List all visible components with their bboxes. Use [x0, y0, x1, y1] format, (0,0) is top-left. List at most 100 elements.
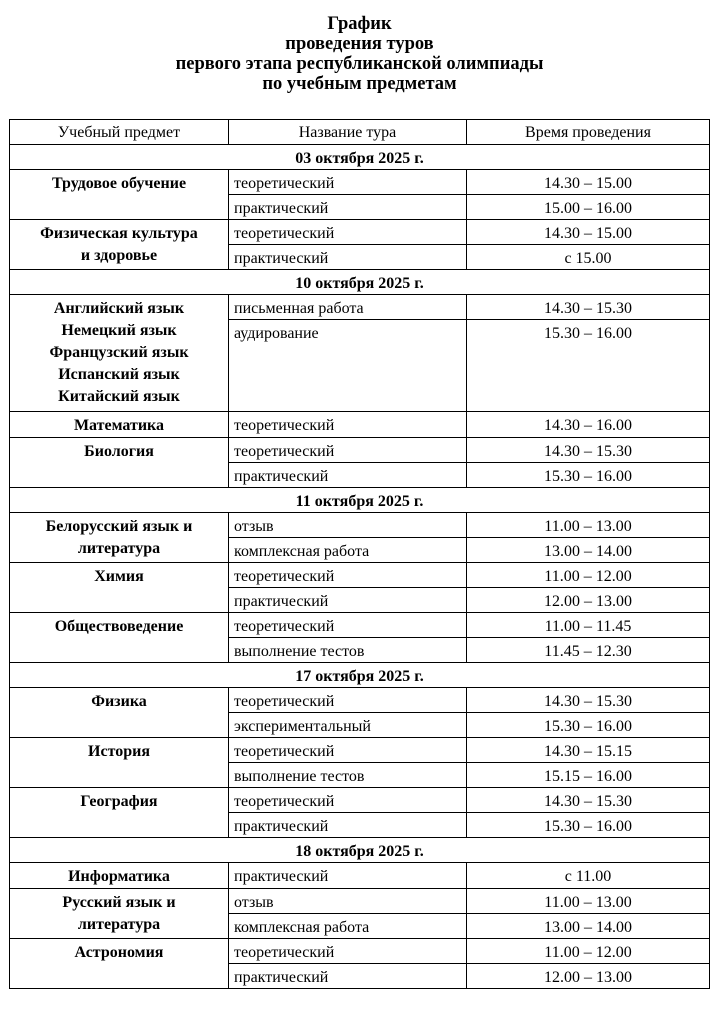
table-row: Физика теоретический 14.30 – 15.30: [9, 687, 710, 738]
round-time-cell: 15.15 – 16.00: [466, 762, 710, 788]
table-row: Физическая культура и здоровье теоретическ…: [9, 219, 710, 270]
table-row: Русский язык и литература отзыв 11.00 – 13.…: [9, 888, 710, 939]
header-time: Время проведения: [466, 119, 710, 145]
subject-name-line: литература: [77, 916, 161, 933]
table-row: Астрономия теоретический 11.00 – 12.00: [9, 938, 710, 989]
subject-name-line: Математика: [73, 417, 165, 434]
table-row: Химия теоретический 11.00 – 12.00: [9, 562, 710, 613]
round-time-cell: 13.00 – 14.00: [466, 537, 710, 563]
round-name-cell: аудирование: [228, 319, 467, 412]
round-time-cell: 15.30 – 16.00: [466, 319, 710, 412]
round-time-cell: 11.00 – 11.45: [466, 612, 710, 638]
round-time-cell: 14.30 – 15.00: [466, 169, 710, 195]
table-row: История теоретический 14.30 – 15.15: [9, 737, 710, 788]
date-row: 03 октября 2025 г.: [9, 144, 710, 170]
round-name-cell: практический: [228, 244, 467, 270]
subject-name-line: Обществоведение: [54, 618, 184, 635]
table-row: комплексная работа 13.00 – 14.00: [10, 537, 710, 563]
round-name-cell: теоретический: [228, 411, 467, 438]
table-row: практический с 15.00: [10, 244, 710, 270]
table-row: практический 15.30 – 16.00: [10, 462, 710, 488]
round-name-cell: практический: [228, 963, 467, 989]
subject-cell: Математика: [9, 411, 229, 438]
subject-name-line: Биология: [84, 443, 154, 460]
subject-cell: Физическая культура и здоровье: [9, 219, 229, 270]
subject-cell: География: [9, 787, 229, 838]
table-row: Английский язык Немецкий язык Французский …: [9, 294, 710, 412]
title-line: по учебным предметам: [262, 74, 457, 94]
table-row: География теоретический 14.30 – 15.30: [9, 787, 710, 838]
round-name-cell: практический: [228, 812, 467, 838]
round-time-cell: 11.00 – 12.00: [466, 562, 710, 588]
round-time-cell: 14.30 – 15.30: [466, 437, 710, 463]
date-cell: 11 октября 2025 г.: [9, 487, 710, 513]
subject-cell: Физика: [9, 687, 229, 738]
round-name-cell: отзыв: [228, 512, 467, 538]
round-name-cell: практический: [228, 862, 467, 889]
subject-cell: Английский язык Немецкий язык Французский …: [9, 294, 229, 412]
round-name-cell: экспериментальный: [228, 712, 467, 738]
date-cell: 18 октября 2025 г.: [9, 837, 710, 863]
subject-cell: Биология: [9, 437, 229, 488]
round-name-cell: теоретический: [228, 737, 467, 763]
subject-cell: Белорусский язык и литература: [9, 512, 229, 563]
schedule-table: Учебный предмет Название тура Время пров…: [9, 119, 710, 989]
table-row: практический 15.00 – 16.00: [10, 194, 710, 220]
subject-name-line: Информатика: [68, 868, 170, 885]
date-row: 17 октября 2025 г.: [9, 662, 710, 688]
subject-name-line: и здоровье: [80, 247, 158, 264]
round-time-cell: 14.30 – 15.30: [466, 687, 710, 713]
round-time-cell: 14.30 – 15.00: [466, 219, 710, 245]
round-time-cell: 14.30 – 15.30: [466, 294, 710, 320]
round-time-cell: с 15.00: [466, 244, 710, 270]
round-time-cell: 11.00 – 12.00: [466, 938, 710, 964]
date-cell: 17 октября 2025 г.: [9, 662, 710, 688]
round-name-cell: отзыв: [228, 888, 467, 914]
round-name-cell: теоретический: [228, 437, 467, 463]
subject-name-line: Французский язык: [49, 344, 189, 361]
round-time-cell: 15.30 – 16.00: [466, 462, 710, 488]
date-row: 10 октября 2025 г.: [9, 269, 710, 295]
title-line: проведения туров: [285, 34, 434, 54]
round-time-cell: 11.00 – 13.00: [466, 888, 710, 914]
round-name-cell: теоретический: [228, 938, 467, 964]
schedule-body: 03 октября 2025 г. Трудовое обучение теоре…: [9, 144, 710, 989]
round-time-cell: 11.45 – 12.30: [466, 637, 710, 663]
round-time-cell: 12.00 – 13.00: [466, 963, 710, 989]
round-name-cell: выполнение тестов: [228, 762, 467, 788]
subject-name-line: Немецкий язык: [61, 322, 177, 339]
subject-name-line: Английский язык: [53, 300, 185, 317]
title-line: График: [327, 14, 392, 34]
round-name-cell: теоретический: [228, 687, 467, 713]
round-name-cell: теоретический: [228, 169, 467, 195]
table-row: экспериментальный 15.30 – 16.00: [10, 712, 710, 738]
date-row: 18 октября 2025 г.: [9, 837, 710, 863]
title-line: первого этапа республиканской олимпиады: [175, 54, 544, 74]
table-row: выполнение тестов 15.15 – 16.00: [10, 762, 710, 788]
table-row: Трудовое обучение теоретический 14.30 – 15…: [9, 169, 710, 220]
table-row: Математика теоретический 14.30 – 16.00: [9, 411, 710, 438]
table-row: Белорусский язык и литература отзыв 11.00 –…: [9, 512, 710, 563]
subject-cell: Трудовое обучение: [9, 169, 229, 220]
table-row: Информатика практический с 11.00: [9, 862, 710, 889]
round-name-cell: теоретический: [228, 219, 467, 245]
subject-cell: Информатика: [9, 862, 229, 889]
table-row: аудирование 15.30 – 16.00: [10, 319, 710, 412]
table-row: практический 12.00 – 13.00: [10, 963, 710, 989]
round-name-cell: теоретический: [228, 612, 467, 638]
subject-name-line: литература: [77, 540, 161, 557]
table-row: Обществоведение теоретический 11.00 – 11.4…: [9, 612, 710, 663]
table-row: Биология теоретический 14.30 – 15.30: [9, 437, 710, 488]
date-cell: 10 октября 2025 г.: [9, 269, 710, 295]
subject-name-line: Белорусский язык и: [45, 518, 193, 535]
header-round: Название тура: [228, 119, 467, 145]
round-time-cell: 14.30 – 15.15: [466, 737, 710, 763]
table-row: практический 12.00 – 13.00: [10, 587, 710, 613]
subject-name-line: Химия: [94, 568, 144, 585]
round-time-cell: 13.00 – 14.00: [466, 913, 710, 939]
subject-name-line: Китайский язык: [58, 388, 180, 405]
round-name-cell: выполнение тестов: [228, 637, 467, 663]
round-name-cell: теоретический: [228, 787, 467, 813]
round-time-cell: 14.30 – 16.00: [466, 411, 710, 438]
subject-name-line: Физика: [91, 693, 147, 710]
